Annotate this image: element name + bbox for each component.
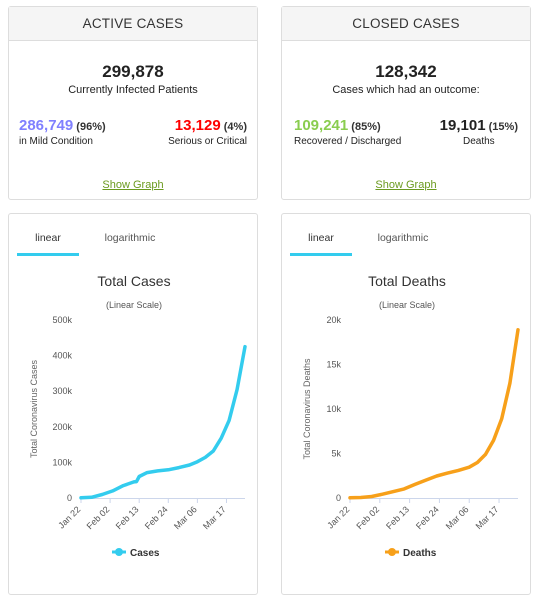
y-axis-label: Total Coronavirus Cases xyxy=(29,359,39,458)
closed-cases-title: CLOSED CASES xyxy=(282,7,530,41)
mild-percent: 96% xyxy=(79,121,102,133)
x-tick-label: Mar 17 xyxy=(474,504,501,531)
y-tick-label: 10k xyxy=(326,404,341,414)
active-cases-title: ACTIVE CASES xyxy=(9,7,257,41)
series-line-deaths xyxy=(348,328,520,500)
cases-scale-tabs: linear logarithmic xyxy=(17,228,257,256)
mild-count: 286,749 xyxy=(19,117,74,134)
closed-show-graph-link[interactable]: Show Graph xyxy=(375,179,437,191)
total-deaths-chart: Total Deaths (Linear Scale) Total Coronavi… xyxy=(302,273,520,559)
y-axis-label: Total Coronavirus Deaths xyxy=(302,358,312,460)
closed-total-label: Cases which had an outcome: xyxy=(332,84,480,96)
deaths-scale-tabs: linear logarithmic xyxy=(290,228,530,256)
mild-stat: 286,749 (96%) in Mild Condition xyxy=(19,117,106,147)
tab-logarithmic[interactable]: logarithmic xyxy=(377,232,429,244)
total-cases-chart-panel: linear logarithmic Total Cases (Linear Sc… xyxy=(8,213,258,595)
y-tick-label: 400k xyxy=(52,351,72,361)
x-tick-label: Feb 24 xyxy=(414,504,441,531)
y-tick-label: 100k xyxy=(52,457,72,467)
x-tick-label: Feb 24 xyxy=(143,504,170,531)
x-tick-label: Feb 02 xyxy=(354,504,381,531)
legend-marker-deaths xyxy=(388,548,396,556)
y-tick-label: 15k xyxy=(326,360,341,370)
active-cases-panel: ACTIVE CASES 299,878 Currently Infected … xyxy=(8,6,258,200)
total-cases-chart: Total Cases (Linear Scale) Total Coronavir… xyxy=(29,273,247,559)
y-tick-label: 5k xyxy=(331,449,341,459)
chart-subtitle: (Linear Scale) xyxy=(106,300,162,310)
serious-percent: 4% xyxy=(227,121,244,133)
x-tick-label: Feb 02 xyxy=(85,504,112,531)
y-tick-label: 0 xyxy=(336,493,341,503)
y-tick-label: 0 xyxy=(67,493,72,503)
deaths-stat: 19,101 (15%) Deaths xyxy=(439,117,518,147)
series-line-cases xyxy=(79,344,247,500)
x-tick-label: Mar 06 xyxy=(444,504,471,531)
active-show-graph-link[interactable]: Show Graph xyxy=(102,179,164,191)
y-tick-label: 500k xyxy=(52,315,72,325)
legend-label-deaths: Deaths xyxy=(403,548,437,559)
x-tick-label: Jan 22 xyxy=(325,504,351,530)
x-tick-label: Mar 06 xyxy=(172,504,199,531)
serious-label: Serious or Critical xyxy=(168,136,247,147)
closed-cases-panel: CLOSED CASES 128,342 Cases which had an … xyxy=(281,6,531,200)
serious-stat: 13,129 (4%) Serious or Critical xyxy=(168,117,247,147)
recovered-percent: 85% xyxy=(354,121,377,133)
x-tick-label: Feb 13 xyxy=(384,504,411,531)
recovered-stat: 109,241 (85%) Recovered / Discharged xyxy=(294,117,402,147)
active-total: 299,878 xyxy=(102,62,164,81)
x-tick-label: Mar 17 xyxy=(201,504,228,531)
x-tick-label: Jan 22 xyxy=(56,504,82,530)
legend-label-cases: Cases xyxy=(130,548,160,559)
deaths-percent: 15% xyxy=(492,121,515,133)
y-tick-label: 200k xyxy=(52,422,72,432)
total-deaths-chart-panel: linear logarithmic Total Deaths (Linear S… xyxy=(281,213,531,595)
tab-linear[interactable]: linear xyxy=(290,228,352,256)
mild-label: in Mild Condition xyxy=(19,136,93,147)
tab-linear[interactable]: linear xyxy=(17,228,79,256)
chart-title: Total Cases xyxy=(97,273,170,289)
deaths-count: 19,101 xyxy=(439,117,486,134)
recovered-count: 109,241 xyxy=(294,117,349,134)
active-total-label: Currently Infected Patients xyxy=(68,84,198,96)
deaths-label: Deaths xyxy=(462,136,495,147)
chart-title: Total Deaths xyxy=(368,273,446,289)
serious-count: 13,129 xyxy=(174,117,221,134)
recovered-label: Recovered / Discharged xyxy=(294,136,402,147)
closed-total: 128,342 xyxy=(375,62,437,81)
x-tick-label: Feb 13 xyxy=(114,504,141,531)
y-tick-label: 20k xyxy=(326,315,341,325)
tab-logarithmic[interactable]: logarithmic xyxy=(104,232,156,244)
legend-marker-cases xyxy=(115,548,123,556)
chart-subtitle: (Linear Scale) xyxy=(379,300,435,310)
y-tick-label: 300k xyxy=(52,386,72,396)
